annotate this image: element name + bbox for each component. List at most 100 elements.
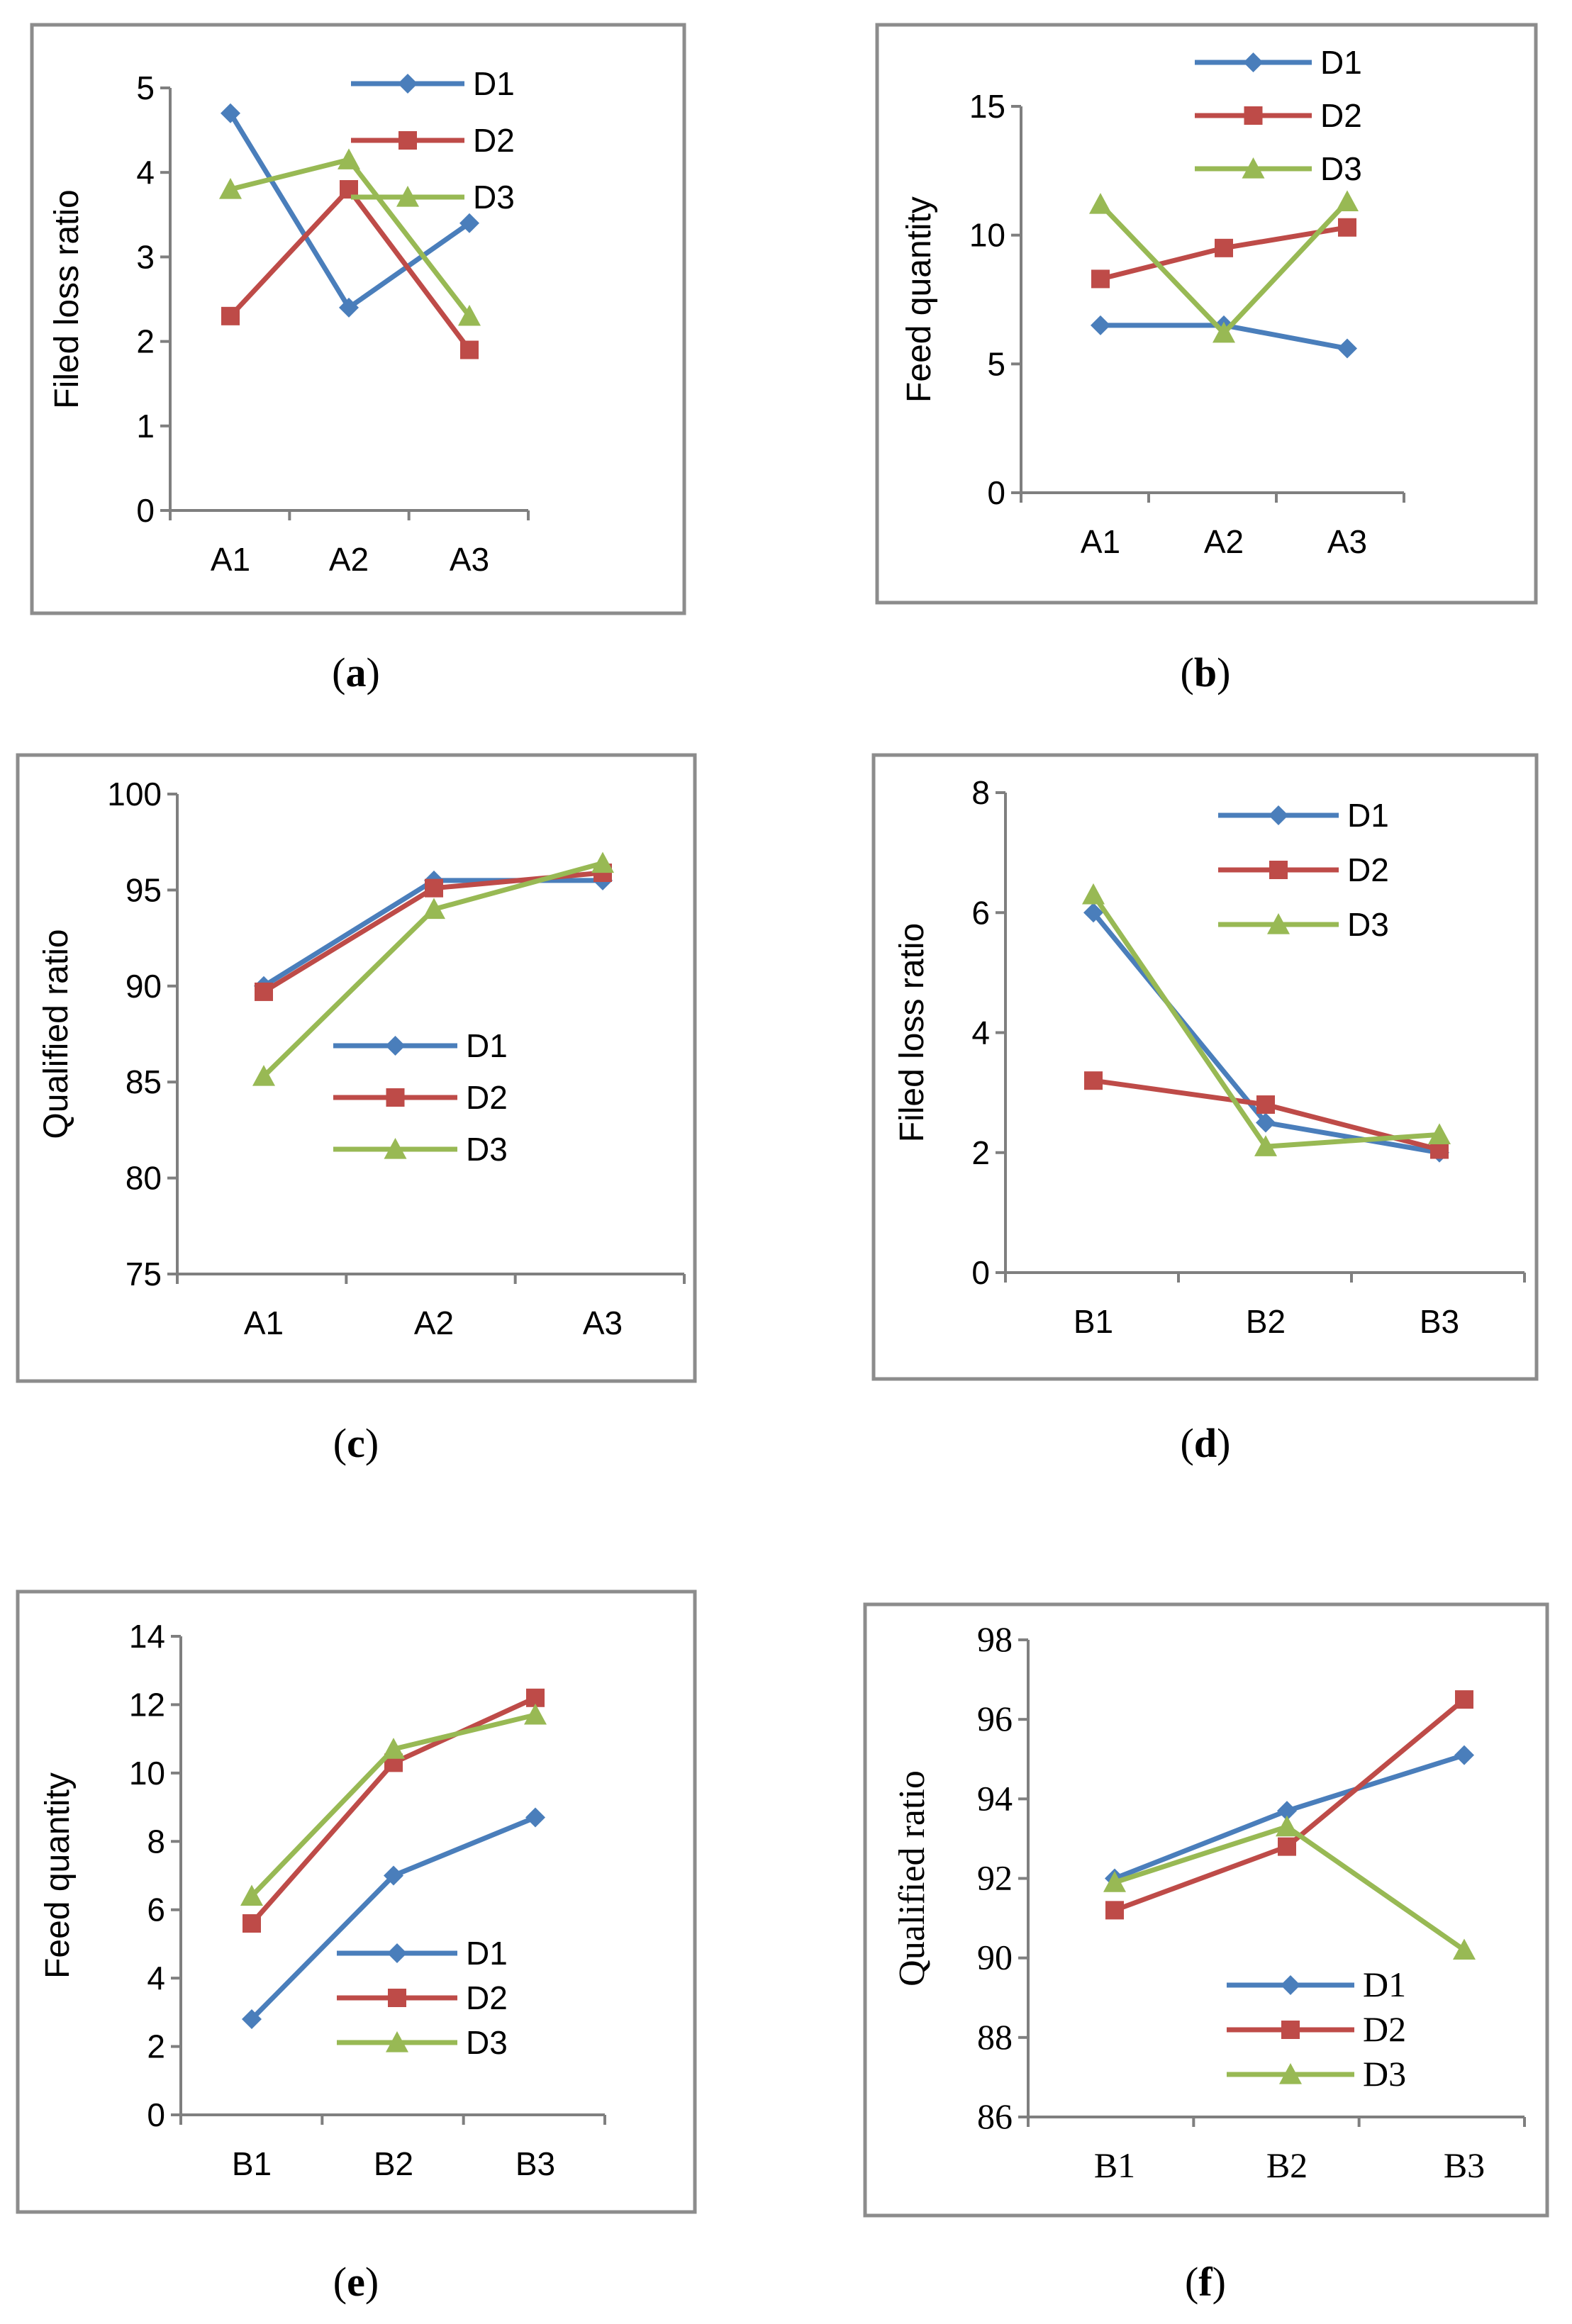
x-tick-label: A1 [1081, 523, 1120, 560]
marker-d2-1 [1278, 1837, 1296, 1856]
marker-d2-1 [1256, 1095, 1275, 1114]
y-tick-label: 8 [147, 1823, 165, 1860]
marker-d3-legend [1242, 157, 1265, 179]
y-tick-label: 8 [971, 774, 990, 811]
legend-label-d1: D1 [466, 1027, 508, 1064]
marker-d1-1 [1256, 1112, 1276, 1133]
marker-d1-0 [242, 2009, 262, 2029]
x-tick-label: A3 [583, 1305, 623, 1341]
chart-a: 0 1 2 3 4 5 A1 A2 A3 Filed loss ratio D1 D2 D3 (a) [30, 23, 686, 695]
legend: D1 D2 D3 [1218, 797, 1389, 943]
chart-frame [871, 753, 1539, 1381]
marker-d3-1 [1254, 1135, 1277, 1156]
marker-d3-1 [423, 898, 445, 920]
legend: D1 D2 D3 [333, 1027, 508, 1168]
panel-caption: (c) [333, 1420, 379, 1466]
marker-d3-1 [382, 1738, 405, 1759]
y-tick-label: 0 [971, 1254, 990, 1291]
x-tick-label: B2 [1246, 1303, 1286, 1340]
x-tick-label: A2 [414, 1305, 454, 1341]
panel-caption-letter: f [1198, 2259, 1213, 2305]
y-axis-label: Qualified ratio [892, 1770, 932, 1987]
y-tick-label: 98 [977, 1619, 1013, 1659]
marker-d3-2 [1428, 1123, 1451, 1144]
marker-d3-legend [396, 186, 419, 207]
legend-label-d1: D1 [1363, 1965, 1406, 2004]
panel-caption: (f) [1185, 2259, 1226, 2305]
marker-d2-0 [243, 1914, 261, 1933]
legend: D1 D2 D3 [1195, 44, 1362, 187]
marker-d3-0 [240, 1884, 263, 1906]
y-tick-label: 96 [977, 1699, 1013, 1738]
marker-d1-legend [1243, 52, 1264, 72]
x-tick-label: A3 [1327, 523, 1367, 560]
chart-frame [16, 1590, 697, 2214]
chart-c: 75 80 85 90 95 100 A1 A2 A3 Qualified ratio D1 D2 D3… [16, 753, 697, 1466]
y-tick-label: 0 [136, 492, 155, 529]
marker-d3-0 [1103, 1871, 1126, 1892]
marker-d2-2 [1455, 1690, 1473, 1709]
x-tick-label: B3 [1420, 1303, 1459, 1340]
marker-d3-1 [338, 148, 360, 169]
x-tick-label: A1 [211, 541, 250, 578]
y-tick-label: 15 [969, 88, 1005, 125]
marker-d1-legend [398, 74, 418, 94]
y-tick-label: 0 [987, 474, 1005, 511]
marker-d2-legend [398, 131, 417, 150]
panel-caption-letter: c [347, 1420, 365, 1466]
legend-label-d1: D1 [466, 1935, 508, 1972]
legend-label-d1: D1 [1320, 44, 1362, 81]
y-tick-label: 88 [977, 2017, 1013, 2057]
x-tick-label: A1 [244, 1305, 284, 1341]
chart-d: 0 2 4 6 8 B1 B2 B3 Filed loss ratio D1 D2 D3 (d) [871, 753, 1539, 1466]
y-tick-label: 2 [971, 1134, 990, 1171]
x-tick-label: B2 [1266, 2145, 1308, 2185]
chart-frame [30, 23, 686, 615]
y-tick-label: 95 [126, 871, 162, 908]
marker-d3-0 [1089, 193, 1112, 214]
legend: D1 D2 D3 [337, 1935, 508, 2061]
marker-d3-2 [591, 851, 614, 873]
marker-d2-2 [1338, 218, 1356, 237]
y-tick-label: 85 [126, 1063, 162, 1100]
y-tick-label: 4 [147, 1960, 165, 1996]
y-tick-label: 5 [987, 345, 1005, 382]
marker-d2-legend [1281, 2021, 1300, 2039]
y-tick-label: 10 [129, 1755, 165, 1792]
marker-d2-0 [1084, 1071, 1103, 1090]
marker-d1-2 [525, 1807, 545, 1828]
marker-d1-legend [387, 1943, 407, 1963]
marker-d1-legend [1269, 805, 1288, 825]
legend-label-d1: D1 [1347, 797, 1389, 834]
marker-d1-2 [1454, 1745, 1474, 1765]
y-tick-label: 86 [977, 2096, 1013, 2136]
legend-label-d3: D3 [466, 1131, 508, 1168]
marker-d2-legend [386, 1088, 405, 1107]
marker-d1-0 [1083, 903, 1103, 923]
legend-label-d3: D3 [1363, 2054, 1406, 2094]
marker-d1-1 [1277, 1801, 1297, 1821]
legend-label-d3: D3 [1320, 150, 1362, 187]
panel-caption: (d) [1181, 1420, 1231, 1466]
y-tick-label: 94 [977, 1778, 1013, 1818]
x-tick-label: B2 [374, 2145, 413, 2182]
y-tick-label: 6 [147, 1892, 165, 1928]
chart-b: 0 5 10 15 A1 A2 A3 Feed quantity D1 D2 D3 (b) [875, 23, 1538, 695]
marker-d1-2 [1337, 338, 1357, 359]
y-tick-label: 90 [126, 968, 162, 1005]
panel-caption-letter: e [347, 2259, 365, 2305]
y-axis-label: Filed loss ratio [48, 189, 86, 408]
y-axis-label: Feed quantity [901, 196, 938, 403]
marker-d3-0 [1082, 883, 1105, 905]
y-tick-label: 2 [136, 323, 155, 360]
marker-d1-1 [384, 1865, 403, 1886]
legend-label-d2: D2 [466, 1079, 508, 1116]
marker-d2-0 [1091, 269, 1110, 289]
y-tick-label: 10 [969, 217, 1005, 254]
legend-label-d3: D3 [473, 179, 515, 216]
marker-d1-legend [385, 1036, 406, 1056]
marker-d3-1 [1213, 321, 1235, 343]
marker-d2-1 [425, 878, 443, 898]
